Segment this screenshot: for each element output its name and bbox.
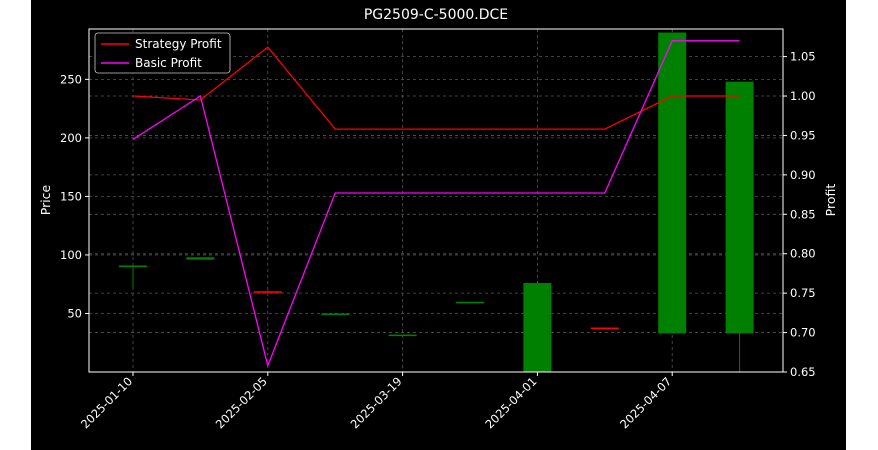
y-tick-label-right: 0.80 xyxy=(790,247,816,261)
candle-body xyxy=(725,81,754,334)
candle-body xyxy=(321,313,350,316)
y-tick-label-right: 0.90 xyxy=(790,168,816,182)
y-tick-label-right: 0.85 xyxy=(790,207,816,221)
y-tick-label-left: 150 xyxy=(60,189,82,203)
strategy-profit-line xyxy=(132,46,740,130)
y-tick-label-right: 0.95 xyxy=(790,128,816,142)
profit-lines xyxy=(132,40,740,368)
y-tick-label-left: 50 xyxy=(67,306,82,320)
candle-body xyxy=(119,265,147,268)
y-tick-label-left: 200 xyxy=(60,131,82,145)
candle-body xyxy=(388,334,417,337)
chart-title: PG2509-C-5000.DCE xyxy=(364,7,508,23)
basic-profit-line xyxy=(132,40,740,368)
candle-body xyxy=(590,327,619,330)
candles xyxy=(119,32,754,372)
y-tick-label-right: 0.75 xyxy=(790,286,816,300)
candle-body xyxy=(456,301,484,304)
y-tick-label-right: 0.65 xyxy=(790,365,816,379)
candle-body xyxy=(253,291,282,293)
y-tick-label-left: 250 xyxy=(60,72,82,86)
y-tick-label-right: 1.00 xyxy=(790,89,816,103)
y-tick-label-left: 100 xyxy=(60,248,82,262)
y-axis-label-left: Price xyxy=(38,184,53,215)
legend-label-strategy-profit: Strategy Profit xyxy=(135,37,222,51)
y-tick-label-right: 0.70 xyxy=(790,326,816,340)
candle-body xyxy=(658,32,687,334)
chart-background xyxy=(31,0,846,450)
plot-frame xyxy=(88,28,784,373)
y-tick-label-right: 1.05 xyxy=(790,50,816,64)
candle-body xyxy=(186,257,215,260)
legend-label-basic-profit: Basic Profit xyxy=(135,56,202,70)
candle-body xyxy=(523,283,552,372)
y-axis-label-right: Profit xyxy=(823,184,838,217)
legend: Strategy Profit Basic Profit xyxy=(94,32,231,74)
